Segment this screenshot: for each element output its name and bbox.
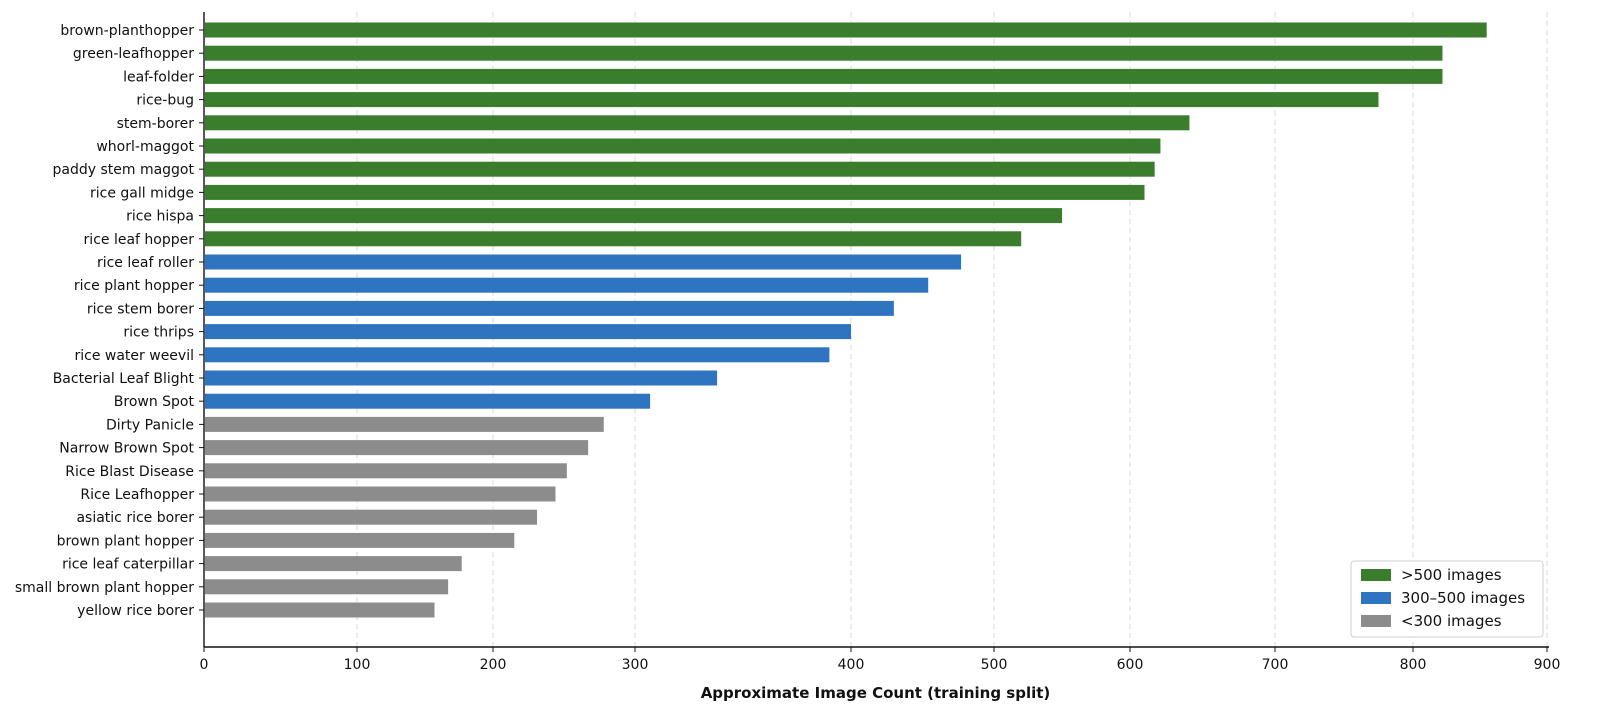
bar-rice-water-weevil <box>205 347 830 363</box>
category-label: Dirty Panicle <box>106 417 194 433</box>
legend-label: >500 images <box>1401 566 1502 584</box>
bar-rice-leaf-hopper <box>205 231 1022 247</box>
category-label: stem-borer <box>117 116 195 132</box>
legend-swatch <box>1361 615 1391 627</box>
bar-small-brown-plant-hopper <box>205 579 449 595</box>
bar-rice-stem-borer <box>205 300 894 316</box>
bar-rice-bug <box>205 92 1379 108</box>
x-tick-label: 700 <box>1262 657 1289 673</box>
category-label: rice stem borer <box>87 301 194 317</box>
category-label: asiatic rice borer <box>76 510 194 526</box>
bar-rice-leafhopper <box>205 486 556 502</box>
x-tick-label: 500 <box>981 657 1008 673</box>
legend-swatch <box>1361 592 1391 604</box>
category-labels: brown-planthopper green-leafhopper leaf-fo… <box>15 23 204 619</box>
bar-rice-plant-hopper <box>205 277 929 293</box>
legend-swatch <box>1361 569 1391 581</box>
category-label: Rice Leafhopper <box>80 487 194 503</box>
x-ticks: 0 100 200 300 400 500 600 700 800 900 <box>200 647 1561 673</box>
category-label: Brown Spot <box>114 394 195 410</box>
category-label: rice hispa <box>126 209 194 225</box>
category-label: paddy stem maggot <box>52 162 194 178</box>
category-label: Rice Blast Disease <box>65 464 194 480</box>
axes <box>203 12 1549 648</box>
x-tick-label: 200 <box>480 657 507 673</box>
bar-rice-leaf-caterpillar <box>205 556 462 572</box>
category-label: whorl-maggot <box>96 139 194 155</box>
x-tick-label: 400 <box>838 657 865 673</box>
legend-label: <300 images <box>1401 612 1502 630</box>
category-label: rice water weevil <box>75 348 195 364</box>
x-tick-label: 300 <box>622 657 649 673</box>
x-tick-label: 900 <box>1534 657 1561 673</box>
legend-label: 300–500 images <box>1401 589 1525 607</box>
category-label: brown-planthopper <box>60 23 194 39</box>
legend-box <box>1350 560 1544 638</box>
category-label: yellow rice borer <box>77 603 194 619</box>
bar-brown-planthopper <box>205 22 1487 38</box>
category-label: green-leafhopper <box>73 46 194 62</box>
bar-dirty-panicle <box>205 416 604 432</box>
x-tick-label: 0 <box>200 657 209 673</box>
bar-asiatic-rice-borer <box>205 509 538 525</box>
category-label: rice leaf roller <box>97 255 194 271</box>
x-axis-title: Approximate Image Count (training split) <box>701 684 1051 702</box>
category-label: rice gall midge <box>90 185 194 201</box>
bar-yellow-rice-borer <box>205 602 435 618</box>
bar-green-leafhopper <box>205 45 1443 61</box>
category-label: rice leaf hopper <box>84 232 195 248</box>
bar-rice-gall-midge <box>205 184 1145 200</box>
x-tick-label: 600 <box>1117 657 1144 673</box>
x-tick-label: 100 <box>344 657 371 673</box>
bar-rice-thrips <box>205 324 851 340</box>
bar-rice-leaf-roller <box>205 254 962 270</box>
bar-paddy-stem-maggot <box>205 161 1155 177</box>
bar-leaf-folder <box>205 68 1443 84</box>
bar-brown-spot <box>205 393 651 409</box>
bar-stem-borer <box>205 115 1190 131</box>
category-label: rice leaf caterpillar <box>62 557 194 573</box>
bar-bacterial-leaf-blight <box>205 370 718 386</box>
bar-rice-blast-disease <box>205 463 567 479</box>
bars <box>205 22 1487 618</box>
bar-whorl-maggot <box>205 138 1161 154</box>
category-label: Bacterial Leaf Blight <box>53 371 195 387</box>
category-label: leaf-folder <box>123 69 194 85</box>
bar-brown-plant-hopper <box>205 532 515 548</box>
legend: >500 images 300–500 images <300 images <box>1350 560 1544 638</box>
x-tick-label: 800 <box>1400 657 1427 673</box>
bar-rice-hispa <box>205 208 1062 224</box>
category-label: rice plant hopper <box>74 278 194 294</box>
category-label: small brown plant hopper <box>15 580 194 596</box>
category-label: rice thrips <box>123 325 194 341</box>
bar-narrow-brown-spot <box>205 440 589 456</box>
category-label: Narrow Brown Spot <box>59 441 194 457</box>
category-label: brown plant hopper <box>57 533 195 549</box>
category-label: rice-bug <box>136 93 194 109</box>
